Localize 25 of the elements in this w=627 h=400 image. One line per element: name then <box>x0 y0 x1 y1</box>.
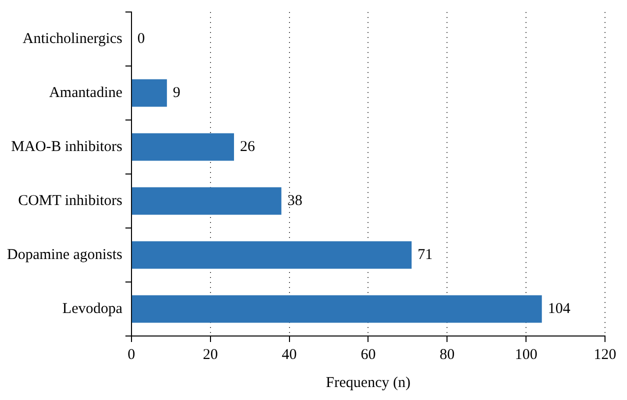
x-tick-label: 0 <box>128 346 136 363</box>
data-label: 38 <box>287 192 302 209</box>
x-tick-label: 60 <box>360 346 376 363</box>
x-tick-label: 20 <box>202 346 218 363</box>
data-label: 26 <box>240 138 256 155</box>
bar <box>132 241 412 269</box>
x-tick-label: 40 <box>282 346 297 363</box>
bar <box>132 187 282 215</box>
y-tick-label: MAO-B inhibitors <box>11 138 123 155</box>
y-tick-label: COMT inhibitors <box>18 192 123 209</box>
data-label: 0 <box>137 30 145 47</box>
x-tick-label: 120 <box>594 346 616 363</box>
bar <box>132 295 542 323</box>
data-label: 71 <box>418 246 433 263</box>
bar <box>132 79 167 107</box>
data-label: 104 <box>548 300 571 317</box>
y-tick-label: Amantadine <box>49 84 123 101</box>
y-tick-label: Anticholinergics <box>22 30 123 47</box>
data-label: 9 <box>172 84 180 101</box>
y-tick-label: Dopamine agonists <box>6 246 123 263</box>
x-tick-label: 100 <box>514 346 538 363</box>
y-tick-label: Levodopa <box>62 300 123 317</box>
x-tick-label: 80 <box>440 346 455 363</box>
x-axis-title: Frequency (n) <box>326 374 410 391</box>
bar <box>132 133 234 161</box>
